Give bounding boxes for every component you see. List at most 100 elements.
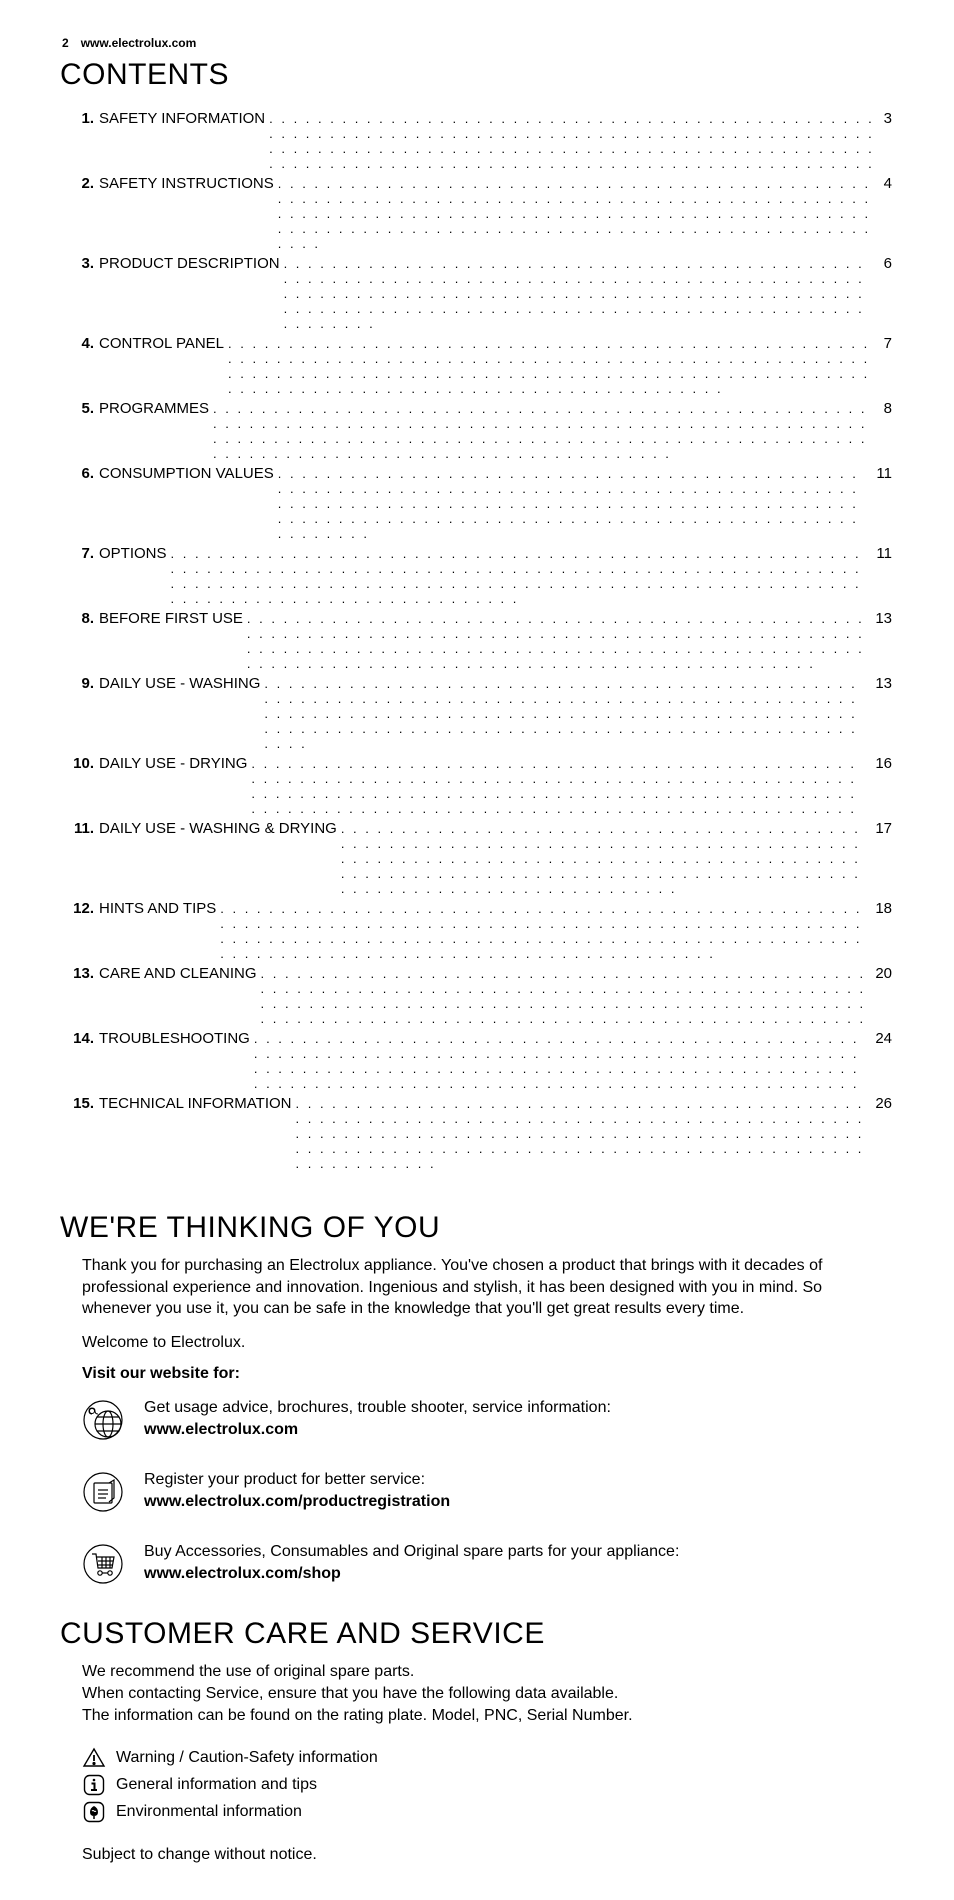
- globe-icon: [82, 1399, 124, 1441]
- toc-dots: . . . . . . . . . . . . . . . . . . . . …: [341, 821, 867, 896]
- toc-title: DAILY USE - DRYING: [99, 755, 247, 772]
- environment-icon: [82, 1800, 106, 1824]
- website-desc-register: Register your product for better service…: [144, 1471, 425, 1488]
- legend-text-info: General information and tips: [116, 1776, 317, 1794]
- toc-page: 16: [875, 755, 892, 772]
- toc-item: 1. SAFETY INFORMATION . . . . . . . . . …: [66, 110, 892, 171]
- toc-number: 4.: [66, 335, 94, 352]
- thinking-body: Thank you for purchasing an Electrolux a…: [82, 1255, 892, 1320]
- toc-item: 14. TROUBLESHOOTING . . . . . . . . . . …: [66, 1030, 892, 1091]
- legend-item-environment: Environmental information: [82, 1800, 892, 1824]
- toc-number: 11.: [66, 820, 94, 837]
- toc-page: 6: [884, 255, 892, 272]
- toc-number: 2.: [66, 175, 94, 192]
- toc-title: HINTS AND TIPS: [99, 900, 216, 917]
- toc-title: CONSUMPTION VALUES: [99, 465, 274, 482]
- website-item-register: Register your product for better service…: [82, 1469, 892, 1513]
- toc-title: PRODUCT DESCRIPTION: [99, 255, 280, 272]
- welcome-text: Welcome to Electrolux.: [82, 1332, 892, 1354]
- toc-title: CARE AND CLEANING: [99, 965, 257, 982]
- toc-item: 12. HINTS AND TIPS . . . . . . . . . . .…: [66, 900, 892, 961]
- toc-item: 11. DAILY USE - WASHING & DRYING . . . .…: [66, 820, 892, 896]
- toc-title: BEFORE FIRST USE: [99, 610, 243, 627]
- page-number: 2: [62, 36, 69, 50]
- header-website-url: www.electrolux.com: [81, 36, 197, 50]
- website-url-advice: www.electrolux.com: [144, 1421, 298, 1438]
- toc-number: 13.: [66, 965, 94, 982]
- toc-page: 18: [875, 900, 892, 917]
- toc-number: 15.: [66, 1095, 94, 1112]
- customer-care-line3: The information can be found on the rati…: [82, 1705, 892, 1727]
- toc-item: 8. BEFORE FIRST USE . . . . . . . . . . …: [66, 610, 892, 671]
- toc-dots: . . . . . . . . . . . . . . . . . . . . …: [251, 756, 867, 816]
- toc-page: 11: [876, 545, 892, 562]
- legend-text-environment: Environmental information: [116, 1803, 302, 1821]
- customer-care-heading: CUSTOMER CARE AND SERVICE: [60, 1617, 892, 1651]
- toc-title: TECHNICAL INFORMATION: [99, 1095, 292, 1112]
- website-desc-advice: Get usage advice, brochures, trouble sho…: [144, 1399, 611, 1416]
- customer-care-line2: When contacting Service, ensure that you…: [82, 1683, 892, 1705]
- toc-page: 7: [884, 335, 892, 352]
- legend-item-warning: Warning / Caution-Safety information: [82, 1746, 892, 1770]
- toc-dots: . . . . . . . . . . . . . . . . . . . . …: [296, 1096, 868, 1171]
- toc-item: 9. DAILY USE - WASHING . . . . . . . . .…: [66, 675, 892, 751]
- toc-item: 7. OPTIONS . . . . . . . . . . . . . . .…: [66, 545, 892, 606]
- footer-note: Subject to change without notice.: [82, 1846, 892, 1864]
- website-desc-shop: Buy Accessories, Consumables and Origina…: [144, 1543, 679, 1560]
- toc-title: SAFETY INFORMATION: [99, 110, 265, 127]
- website-item-shop: Buy Accessories, Consumables and Origina…: [82, 1541, 892, 1585]
- toc-number: 1.: [66, 110, 94, 127]
- warning-icon: [82, 1746, 106, 1770]
- cart-icon: [82, 1543, 124, 1585]
- toc-number: 9.: [66, 675, 94, 692]
- website-item-advice: Get usage advice, brochures, trouble sho…: [82, 1397, 892, 1441]
- visit-label: Visit our website for:: [82, 1365, 892, 1383]
- register-icon: [82, 1471, 124, 1513]
- toc-dots: . . . . . . . . . . . . . . . . . . . . …: [261, 966, 868, 1026]
- toc-dots: . . . . . . . . . . . . . . . . . . . . …: [278, 466, 869, 541]
- legend-item-info: General information and tips: [82, 1773, 892, 1797]
- website-text-advice: Get usage advice, brochures, trouble sho…: [144, 1397, 611, 1440]
- customer-care-text: We recommend the use of original spare p…: [62, 1661, 892, 1726]
- toc-dots: . . . . . . . . . . . . . . . . . . . . …: [171, 546, 869, 606]
- toc-number: 12.: [66, 900, 94, 917]
- toc-page: 17: [875, 820, 892, 837]
- legend-text-warning: Warning / Caution-Safety information: [116, 1749, 378, 1767]
- toc-item: 15. TECHNICAL INFORMATION . . . . . . . …: [66, 1095, 892, 1171]
- toc-page: 26: [875, 1095, 892, 1112]
- toc-item: 13. CARE AND CLEANING . . . . . . . . . …: [66, 965, 892, 1026]
- page-header: 2 www.electrolux.com: [62, 36, 892, 50]
- toc-page: 8: [884, 400, 892, 417]
- toc-item: 5. PROGRAMMES . . . . . . . . . . . . . …: [66, 400, 892, 461]
- website-url-register: www.electrolux.com/productregistration: [144, 1493, 450, 1510]
- toc-title: DAILY USE - WASHING: [99, 675, 260, 692]
- toc-dots: . . . . . . . . . . . . . . . . . . . . …: [228, 336, 876, 396]
- toc-page: 4: [884, 175, 892, 192]
- toc-dots: . . . . . . . . . . . . . . . . . . . . …: [220, 901, 867, 961]
- toc-dots: . . . . . . . . . . . . . . . . . . . . …: [278, 176, 876, 251]
- contents-heading: CONTENTS: [60, 58, 892, 92]
- toc-page: 24: [875, 1030, 892, 1047]
- toc-number: 10.: [66, 755, 94, 772]
- toc-number: 6.: [66, 465, 94, 482]
- toc-item: 4. CONTROL PANEL . . . . . . . . . . . .…: [66, 335, 892, 396]
- toc-title: PROGRAMMES: [99, 400, 209, 417]
- toc-title: CONTROL PANEL: [99, 335, 224, 352]
- toc-dots: . . . . . . . . . . . . . . . . . . . . …: [284, 256, 876, 331]
- toc-title: DAILY USE - WASHING & DRYING: [99, 820, 337, 837]
- toc-page: 13: [875, 610, 892, 627]
- website-list: Get usage advice, brochures, trouble sho…: [82, 1397, 892, 1585]
- toc-dots: . . . . . . . . . . . . . . . . . . . . …: [264, 676, 867, 751]
- toc-dots: . . . . . . . . . . . . . . . . . . . . …: [254, 1031, 867, 1091]
- thinking-heading: WE'RE THINKING OF YOU: [60, 1211, 892, 1245]
- toc-dots: . . . . . . . . . . . . . . . . . . . . …: [269, 111, 876, 171]
- table-of-contents: 1. SAFETY INFORMATION . . . . . . . . . …: [62, 110, 892, 1171]
- toc-number: 5.: [66, 400, 94, 417]
- toc-number: 3.: [66, 255, 94, 272]
- toc-number: 14.: [66, 1030, 94, 1047]
- customer-care-line1: We recommend the use of original spare p…: [82, 1661, 892, 1683]
- toc-item: 10. DAILY USE - DRYING . . . . . . . . .…: [66, 755, 892, 816]
- toc-title: SAFETY INSTRUCTIONS: [99, 175, 274, 192]
- toc-item: 2. SAFETY INSTRUCTIONS . . . . . . . . .…: [66, 175, 892, 251]
- info-icon: [82, 1773, 106, 1797]
